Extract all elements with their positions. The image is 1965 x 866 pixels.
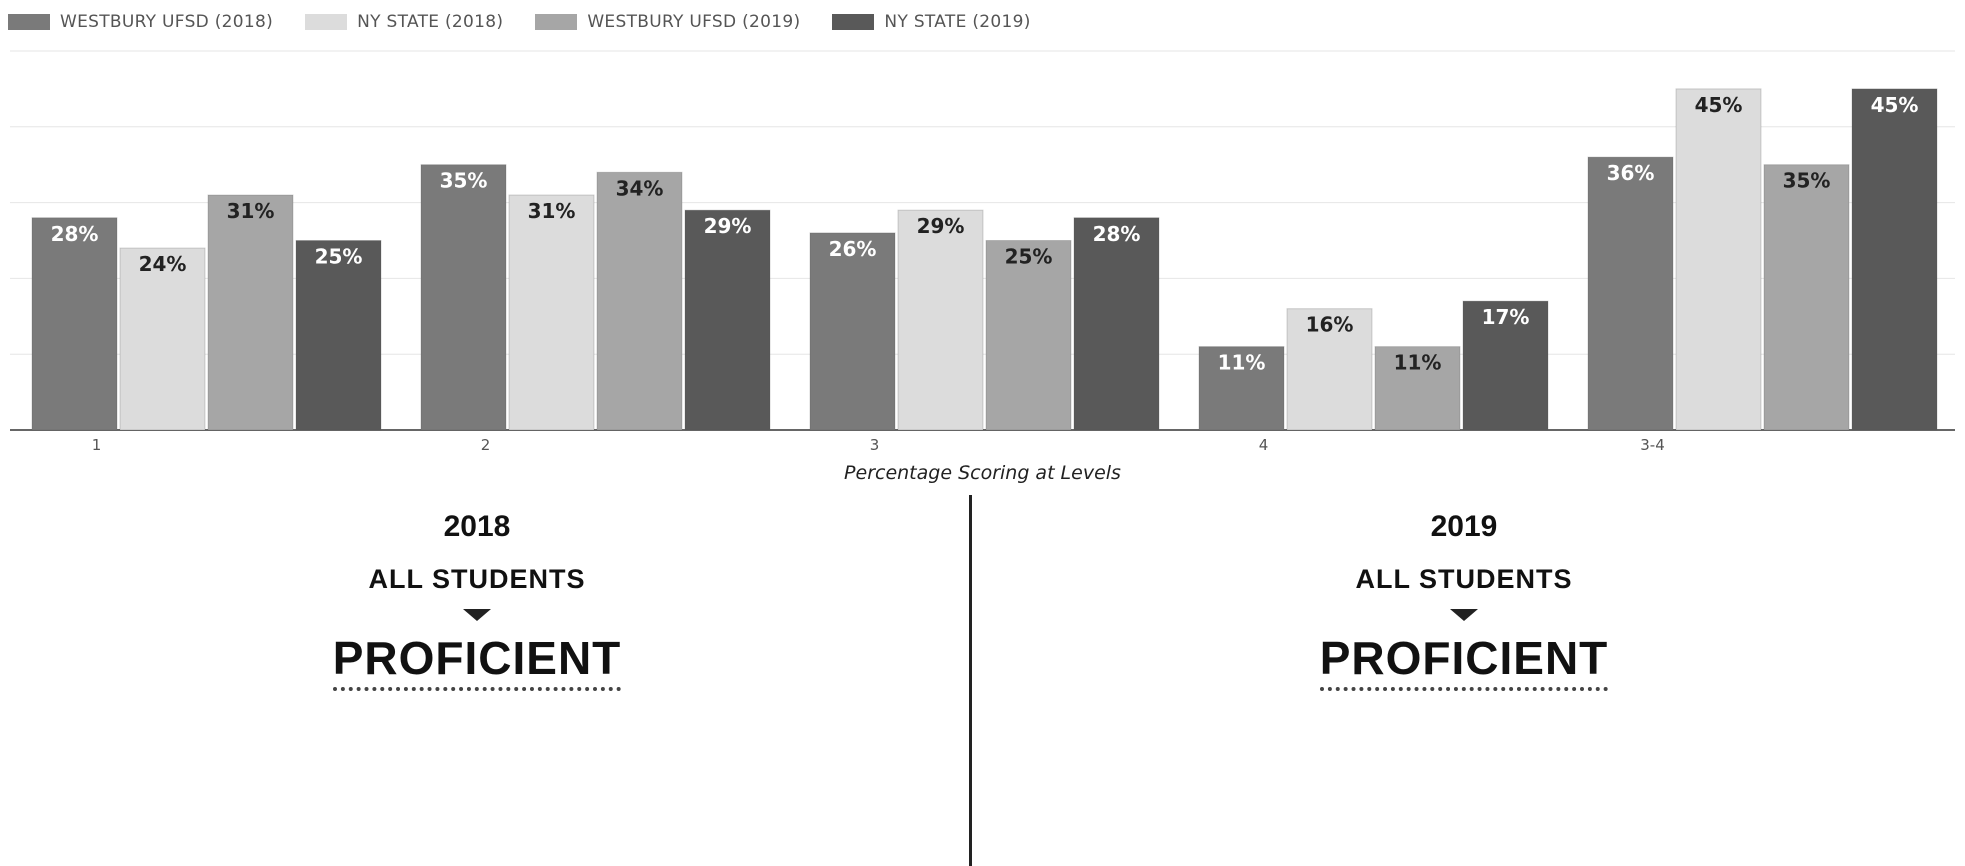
bar xyxy=(1587,156,1674,431)
bar xyxy=(1675,88,1762,431)
bar xyxy=(508,194,595,431)
bar-value-label: 25% xyxy=(315,245,363,269)
bar xyxy=(1286,308,1373,431)
bar-value-label: 11% xyxy=(1218,351,1266,375)
bar-value-label: 45% xyxy=(1871,93,1919,117)
bar xyxy=(1198,346,1285,431)
bar-value-label: 45% xyxy=(1695,93,1743,117)
bar-value-label: 35% xyxy=(1783,169,1831,193)
panel-proficient-label: PROFICIENT xyxy=(1319,631,1609,691)
bar xyxy=(119,247,206,431)
caret-down-icon xyxy=(463,609,491,621)
x-tick-label: 1 xyxy=(92,436,102,454)
panel-subtitle: ALL STUDENTS xyxy=(1355,564,1573,594)
bar-value-label: 36% xyxy=(1607,161,1655,185)
bar-value-label: 11% xyxy=(1394,351,1442,375)
legend-label: NY STATE (2019) xyxy=(884,12,1031,32)
bar-value-label: 25% xyxy=(1005,245,1053,269)
bar xyxy=(985,240,1072,431)
bar xyxy=(596,171,683,431)
bar xyxy=(684,209,771,431)
legend-swatch xyxy=(535,14,578,30)
bar xyxy=(31,217,118,431)
panel-divider xyxy=(969,495,972,866)
bar xyxy=(897,209,984,431)
x-axis-title: Percentage Scoring at Levels xyxy=(844,462,1121,484)
panel-proficient-label: PROFICIENT xyxy=(332,631,622,691)
legend-label: WESTBURY UFSD (2019) xyxy=(587,12,801,32)
x-tick-label: 2 xyxy=(481,436,491,454)
x-tick-label: 3-4 xyxy=(1640,436,1665,454)
legend-swatch xyxy=(832,14,875,30)
panel-year: 2019 xyxy=(1430,510,1498,543)
bar-value-label: 29% xyxy=(917,214,965,238)
legend-item: WESTBURY UFSD (2018) xyxy=(8,12,273,32)
bar-value-label: 16% xyxy=(1306,313,1354,337)
bar xyxy=(1851,88,1938,431)
bar-value-label: 24% xyxy=(139,252,187,276)
panel-subtitle: ALL STUDENTS xyxy=(368,564,586,594)
bar-value-label: 34% xyxy=(616,176,664,200)
x-tick-label: 4 xyxy=(1259,436,1269,454)
bar xyxy=(1763,164,1850,431)
bar xyxy=(1073,217,1160,431)
bar-chart: 28% 24% 31% 25% 1 35% 31% 34% 29% 2 26% 29% 25% 28% 3 1… xyxy=(10,50,1955,454)
legend-item: WESTBURY UFSD (2019) xyxy=(535,12,800,32)
bar-value-label: 31% xyxy=(227,199,275,223)
bar xyxy=(420,164,507,431)
bar xyxy=(207,194,294,431)
legend-label: WESTBURY UFSD (2018) xyxy=(60,12,274,32)
bar-value-label: 26% xyxy=(829,237,877,261)
panel-year: 2018 xyxy=(443,510,511,543)
bar xyxy=(1462,300,1549,431)
bar xyxy=(809,232,896,431)
legend-swatch xyxy=(8,14,50,30)
bar xyxy=(1374,346,1461,431)
x-tick-label: 3 xyxy=(870,436,880,454)
panel-2019: 2019 ALL STUDENTS PROFICIENT xyxy=(1164,510,1764,691)
bar-value-label: 28% xyxy=(1093,222,1141,246)
bar xyxy=(295,240,382,431)
bar-value-label: 31% xyxy=(528,199,576,223)
legend-item: NY STATE (2019) xyxy=(832,12,1030,32)
bar-value-label: 35% xyxy=(440,169,488,193)
bar-value-label: 29% xyxy=(704,214,752,238)
panel-2018: 2018 ALL STUDENTS PROFICIENT xyxy=(177,510,777,691)
chart-legend: WESTBURY UFSD (2018) NY STATE (2018) WESTB… xyxy=(8,8,1063,36)
legend-item: NY STATE (2018) xyxy=(305,12,503,32)
legend-swatch xyxy=(305,14,348,30)
bar-value-label: 28% xyxy=(51,222,99,246)
legend-label: NY STATE (2018) xyxy=(357,12,504,32)
bar-value-label: 17% xyxy=(1482,305,1530,329)
caret-down-icon xyxy=(1450,609,1478,621)
